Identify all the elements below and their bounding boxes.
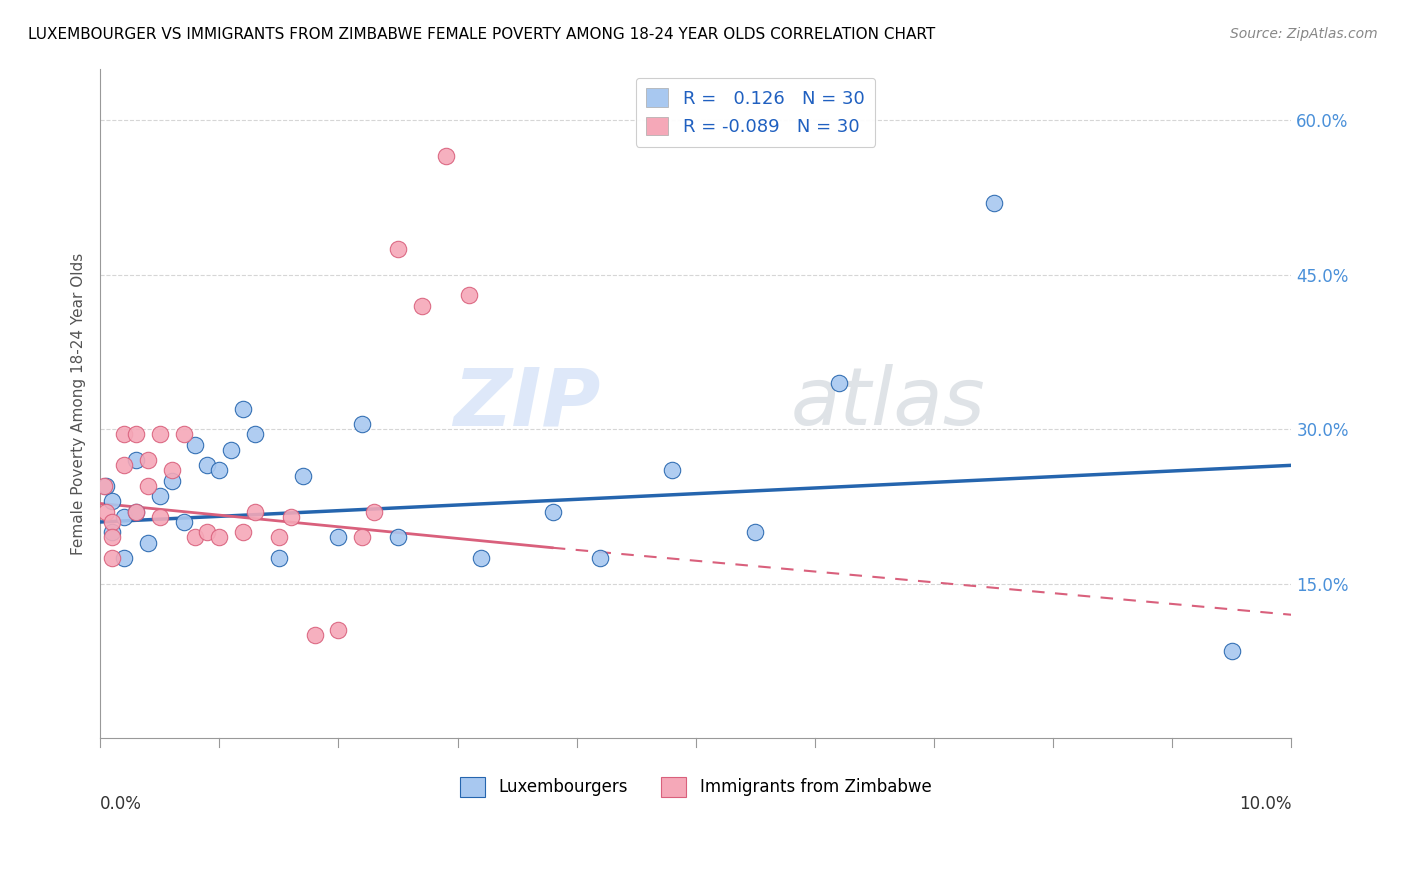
Point xyxy=(267,531,290,545)
Point xyxy=(112,427,135,442)
Text: ZIP: ZIP xyxy=(453,365,600,442)
Point xyxy=(136,479,159,493)
Point xyxy=(160,463,183,477)
Point xyxy=(101,515,124,529)
Point xyxy=(434,149,457,163)
Point xyxy=(291,468,314,483)
Point xyxy=(112,458,135,473)
Point xyxy=(661,463,683,477)
Point xyxy=(160,474,183,488)
Point xyxy=(136,535,159,549)
Point xyxy=(195,525,218,540)
Text: Source: ZipAtlas.com: Source: ZipAtlas.com xyxy=(1230,27,1378,41)
Point xyxy=(184,531,207,545)
Point xyxy=(983,195,1005,210)
Text: LUXEMBOURGER VS IMMIGRANTS FROM ZIMBABWE FEMALE POVERTY AMONG 18-24 YEAR OLDS CO: LUXEMBOURGER VS IMMIGRANTS FROM ZIMBABWE… xyxy=(28,27,935,42)
Point xyxy=(744,525,766,540)
Point xyxy=(328,624,350,638)
Point xyxy=(112,509,135,524)
Point xyxy=(125,453,148,467)
Point xyxy=(136,453,159,467)
Point xyxy=(352,417,374,431)
Text: atlas: atlas xyxy=(792,365,986,442)
Point xyxy=(267,551,290,566)
Point xyxy=(101,531,124,545)
Point xyxy=(387,242,409,256)
Legend: R =   0.126   N = 30, R = -0.089   N = 30: R = 0.126 N = 30, R = -0.089 N = 30 xyxy=(636,78,875,147)
Text: 0.0%: 0.0% xyxy=(100,795,142,814)
Point xyxy=(828,376,851,390)
Point xyxy=(411,299,433,313)
Point xyxy=(589,551,612,566)
Point xyxy=(149,489,172,503)
Point xyxy=(243,505,266,519)
Point xyxy=(112,551,135,566)
Point xyxy=(125,427,148,442)
Point xyxy=(101,494,124,508)
Point xyxy=(280,509,302,524)
Point xyxy=(94,479,117,493)
Point xyxy=(93,479,115,493)
Point xyxy=(458,288,481,302)
Point xyxy=(173,427,195,442)
Point xyxy=(208,531,231,545)
Point xyxy=(195,458,218,473)
Point xyxy=(1220,644,1243,658)
Point xyxy=(125,505,148,519)
Point xyxy=(243,427,266,442)
Point xyxy=(94,505,117,519)
Point xyxy=(184,438,207,452)
Point xyxy=(232,525,254,540)
Point xyxy=(232,401,254,416)
Point xyxy=(208,463,231,477)
Point xyxy=(101,551,124,566)
Point xyxy=(173,515,195,529)
Point xyxy=(352,531,374,545)
Point xyxy=(304,628,326,642)
Point xyxy=(149,427,172,442)
Point xyxy=(387,531,409,545)
Point xyxy=(328,531,350,545)
Point xyxy=(125,505,148,519)
Point xyxy=(149,509,172,524)
Point xyxy=(541,505,564,519)
Y-axis label: Female Poverty Among 18-24 Year Olds: Female Poverty Among 18-24 Year Olds xyxy=(72,252,86,555)
Text: 10.0%: 10.0% xyxy=(1239,795,1292,814)
Point xyxy=(219,442,242,457)
Point xyxy=(101,525,124,540)
Point xyxy=(363,505,385,519)
Point xyxy=(470,551,492,566)
